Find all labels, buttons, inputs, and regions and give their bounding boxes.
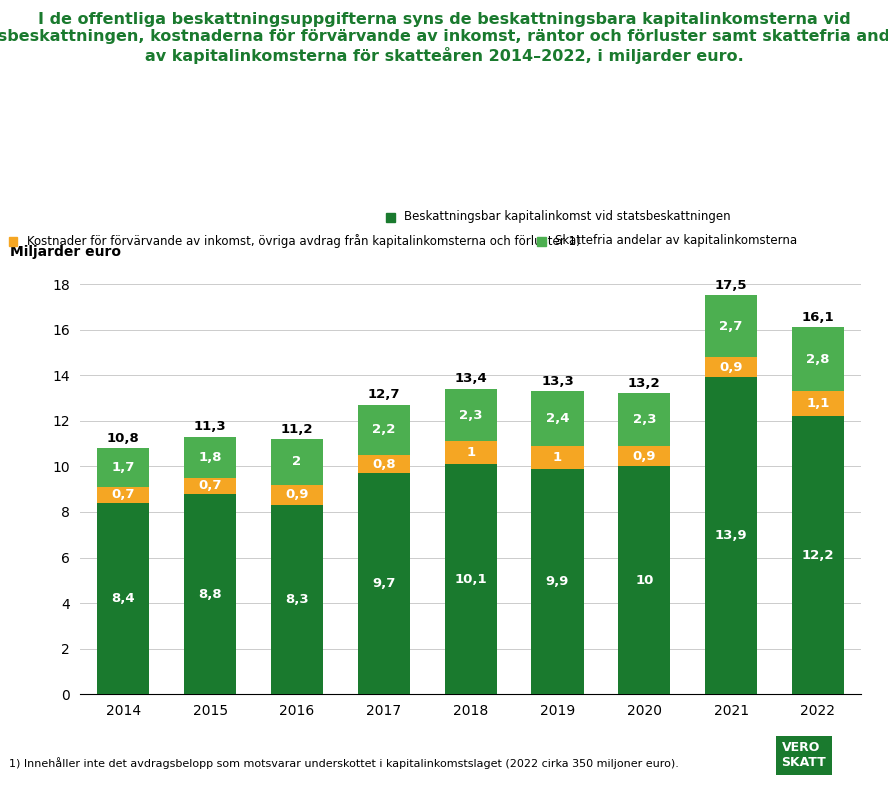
Bar: [358, 473, 410, 694]
Bar: [184, 478, 236, 494]
Text: 1: 1: [466, 447, 475, 459]
Text: 2,8: 2,8: [806, 353, 829, 366]
Text: 10,8: 10,8: [107, 432, 139, 445]
Text: 13,2: 13,2: [628, 377, 661, 390]
Bar: [98, 503, 149, 694]
Text: 16,1: 16,1: [802, 311, 834, 324]
Text: 2,3: 2,3: [632, 413, 656, 426]
Bar: [271, 505, 323, 694]
Bar: [618, 446, 670, 466]
Bar: [358, 455, 410, 473]
Text: Miljarder euro: Miljarder euro: [10, 245, 121, 260]
Bar: [445, 464, 496, 694]
Text: 8,4: 8,4: [112, 592, 135, 605]
Bar: [271, 484, 323, 505]
Text: 9,9: 9,9: [546, 575, 569, 588]
Bar: [792, 327, 844, 391]
Bar: [705, 377, 757, 694]
Text: 1,7: 1,7: [112, 461, 135, 474]
Bar: [445, 441, 496, 464]
Text: 17,5: 17,5: [715, 279, 748, 292]
Text: 2,7: 2,7: [719, 320, 742, 333]
Text: 10,1: 10,1: [455, 573, 487, 585]
Text: 8,3: 8,3: [285, 593, 309, 606]
Text: 13,4: 13,4: [455, 372, 487, 386]
Text: Beskattningsbar kapitalinkomst vid statsbeskattningen: Beskattningsbar kapitalinkomst vid stats…: [404, 211, 731, 223]
Bar: [531, 469, 583, 694]
Text: 10: 10: [635, 574, 654, 587]
Text: 11,2: 11,2: [281, 423, 313, 436]
Text: 11,3: 11,3: [194, 421, 226, 433]
Text: I de offentliga beskattningsuppgifterna syns de beskattningsbara kapitalinkomste: I de offentliga beskattningsuppgifterna …: [0, 12, 888, 64]
Bar: [445, 389, 496, 441]
Bar: [705, 295, 757, 357]
Text: 1: 1: [553, 451, 562, 464]
Bar: [531, 446, 583, 469]
Bar: [792, 417, 844, 694]
Bar: [271, 439, 323, 484]
Text: 2,2: 2,2: [372, 424, 395, 436]
Text: 0,8: 0,8: [372, 458, 396, 470]
Text: 1,8: 1,8: [198, 451, 222, 464]
Bar: [792, 391, 844, 417]
Text: 2,4: 2,4: [546, 412, 569, 425]
Text: 9,7: 9,7: [372, 578, 395, 590]
Text: VERO
SKATT: VERO SKATT: [781, 742, 826, 769]
Text: Kostnader för förvärvande av inkomst, övriga avdrag från kapitalinkomsterna och : Kostnader för förvärvande av inkomst, öv…: [27, 234, 580, 248]
Text: 2: 2: [292, 455, 302, 469]
Text: Skattefria andelar av kapitalinkomsterna: Skattefria andelar av kapitalinkomsterna: [555, 234, 797, 247]
Bar: [705, 357, 757, 377]
Bar: [618, 394, 670, 446]
Text: 0,7: 0,7: [112, 488, 135, 501]
Bar: [358, 405, 410, 455]
Text: 0,9: 0,9: [719, 361, 743, 374]
Bar: [531, 391, 583, 446]
Text: 0,9: 0,9: [285, 488, 309, 501]
Text: 1) Innehåller inte det avdragsbelopp som motsvarar underskottet i kapitalinkomst: 1) Innehåller inte det avdragsbelopp som…: [9, 757, 678, 769]
Text: 0,7: 0,7: [198, 479, 222, 492]
Text: 0,9: 0,9: [632, 450, 656, 462]
Bar: [184, 494, 236, 694]
Bar: [184, 437, 236, 478]
Bar: [98, 487, 149, 503]
Text: 13,9: 13,9: [715, 529, 748, 542]
Text: 12,2: 12,2: [802, 549, 834, 562]
Text: 13,3: 13,3: [541, 375, 574, 387]
Bar: [98, 448, 149, 487]
Text: 1,1: 1,1: [806, 397, 829, 410]
Text: 12,7: 12,7: [368, 388, 400, 402]
Text: 8,8: 8,8: [198, 588, 222, 600]
Bar: [618, 466, 670, 694]
Text: 2,3: 2,3: [459, 409, 482, 421]
